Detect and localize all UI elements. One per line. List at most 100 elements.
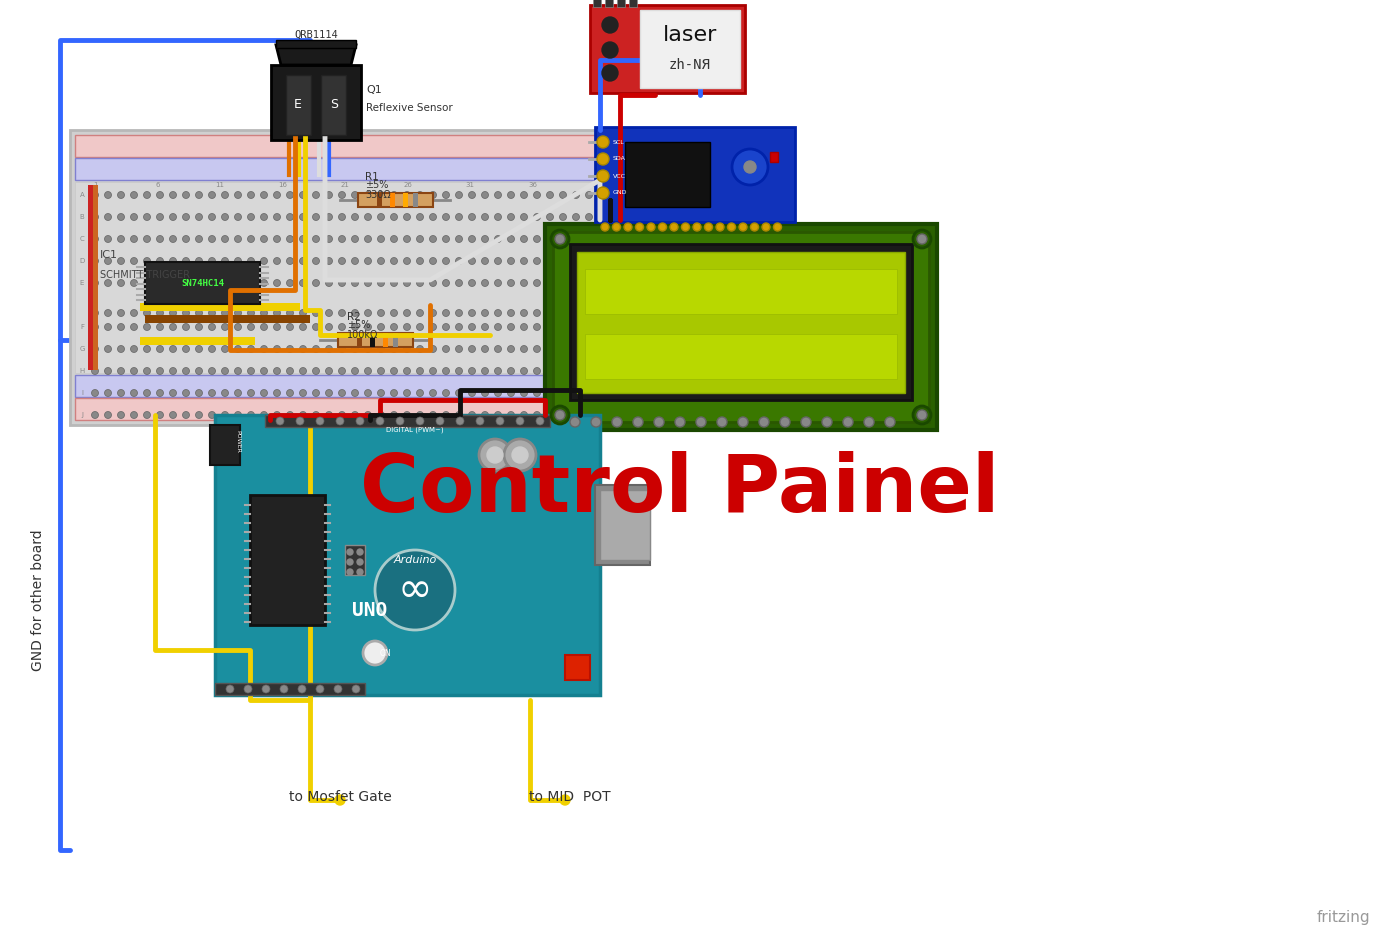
Circle shape — [248, 192, 255, 199]
Circle shape — [209, 236, 216, 242]
Circle shape — [339, 310, 346, 316]
Circle shape — [573, 368, 580, 374]
Circle shape — [560, 192, 567, 199]
Circle shape — [312, 411, 319, 419]
Circle shape — [885, 417, 895, 427]
Circle shape — [235, 346, 241, 352]
Circle shape — [482, 411, 489, 419]
Circle shape — [312, 279, 319, 287]
Circle shape — [585, 324, 592, 331]
Text: 36: 36 — [528, 182, 538, 188]
Circle shape — [442, 236, 449, 242]
Circle shape — [391, 324, 398, 331]
Circle shape — [130, 324, 137, 331]
Circle shape — [442, 279, 449, 287]
Circle shape — [682, 223, 689, 231]
Circle shape — [118, 368, 125, 374]
Circle shape — [599, 236, 605, 242]
Circle shape — [759, 417, 769, 427]
Circle shape — [469, 236, 476, 242]
Circle shape — [573, 324, 580, 331]
Circle shape — [287, 192, 294, 199]
Bar — [92, 185, 98, 370]
Circle shape — [573, 214, 580, 220]
Circle shape — [118, 236, 125, 242]
Circle shape — [560, 257, 567, 264]
Text: UNO: UNO — [353, 600, 388, 619]
Circle shape — [455, 390, 462, 396]
Text: ±5%: ±5% — [365, 180, 388, 190]
Bar — [286, 75, 311, 135]
Circle shape — [533, 346, 540, 352]
Circle shape — [312, 310, 319, 316]
Circle shape — [325, 411, 333, 419]
Bar — [384, 333, 388, 347]
Circle shape — [487, 447, 503, 463]
Circle shape — [347, 569, 353, 575]
Circle shape — [273, 192, 280, 199]
Circle shape — [391, 310, 398, 316]
Bar — [76, 182, 610, 373]
Circle shape — [507, 310, 515, 316]
Circle shape — [913, 406, 931, 424]
Bar — [391, 193, 395, 207]
Circle shape — [647, 223, 655, 231]
Circle shape — [300, 411, 307, 419]
Circle shape — [130, 390, 137, 396]
Circle shape — [378, 346, 385, 352]
Text: 6: 6 — [155, 182, 160, 188]
Circle shape — [507, 411, 515, 419]
Bar — [276, 40, 356, 48]
Circle shape — [182, 411, 189, 419]
Circle shape — [403, 257, 410, 264]
Bar — [545, 224, 937, 430]
Circle shape — [130, 192, 137, 199]
Circle shape — [430, 257, 437, 264]
Circle shape — [91, 411, 98, 419]
Circle shape — [507, 236, 515, 242]
Circle shape — [325, 368, 333, 374]
Circle shape — [182, 390, 189, 396]
Circle shape — [403, 368, 410, 374]
Circle shape — [312, 214, 319, 220]
Circle shape — [417, 310, 423, 316]
Bar — [601, 490, 650, 560]
Circle shape — [339, 346, 346, 352]
Circle shape — [430, 368, 437, 374]
Circle shape — [143, 346, 151, 352]
Circle shape — [378, 236, 385, 242]
Circle shape — [118, 192, 125, 199]
Circle shape — [351, 685, 360, 693]
Bar — [210, 425, 239, 465]
Circle shape — [300, 257, 307, 264]
Circle shape — [169, 390, 176, 396]
Circle shape — [599, 390, 605, 396]
Circle shape — [248, 279, 255, 287]
Circle shape — [442, 214, 449, 220]
Circle shape — [560, 795, 570, 805]
Circle shape — [105, 368, 112, 374]
Circle shape — [221, 368, 228, 374]
Circle shape — [235, 279, 241, 287]
Circle shape — [378, 324, 385, 331]
Text: 26: 26 — [403, 182, 412, 188]
Circle shape — [560, 390, 567, 396]
Circle shape — [91, 368, 98, 374]
Circle shape — [287, 279, 294, 287]
Circle shape — [591, 417, 601, 427]
Circle shape — [300, 279, 307, 287]
Circle shape — [675, 417, 685, 427]
Circle shape — [533, 279, 540, 287]
Circle shape — [182, 214, 189, 220]
Circle shape — [209, 257, 216, 264]
Circle shape — [585, 192, 592, 199]
Circle shape — [209, 346, 216, 352]
Circle shape — [469, 192, 476, 199]
Circle shape — [235, 192, 241, 199]
Bar — [88, 185, 92, 370]
Circle shape — [599, 214, 605, 220]
Circle shape — [521, 310, 528, 316]
Circle shape — [546, 310, 553, 316]
Circle shape — [546, 192, 553, 199]
Circle shape — [169, 368, 176, 374]
